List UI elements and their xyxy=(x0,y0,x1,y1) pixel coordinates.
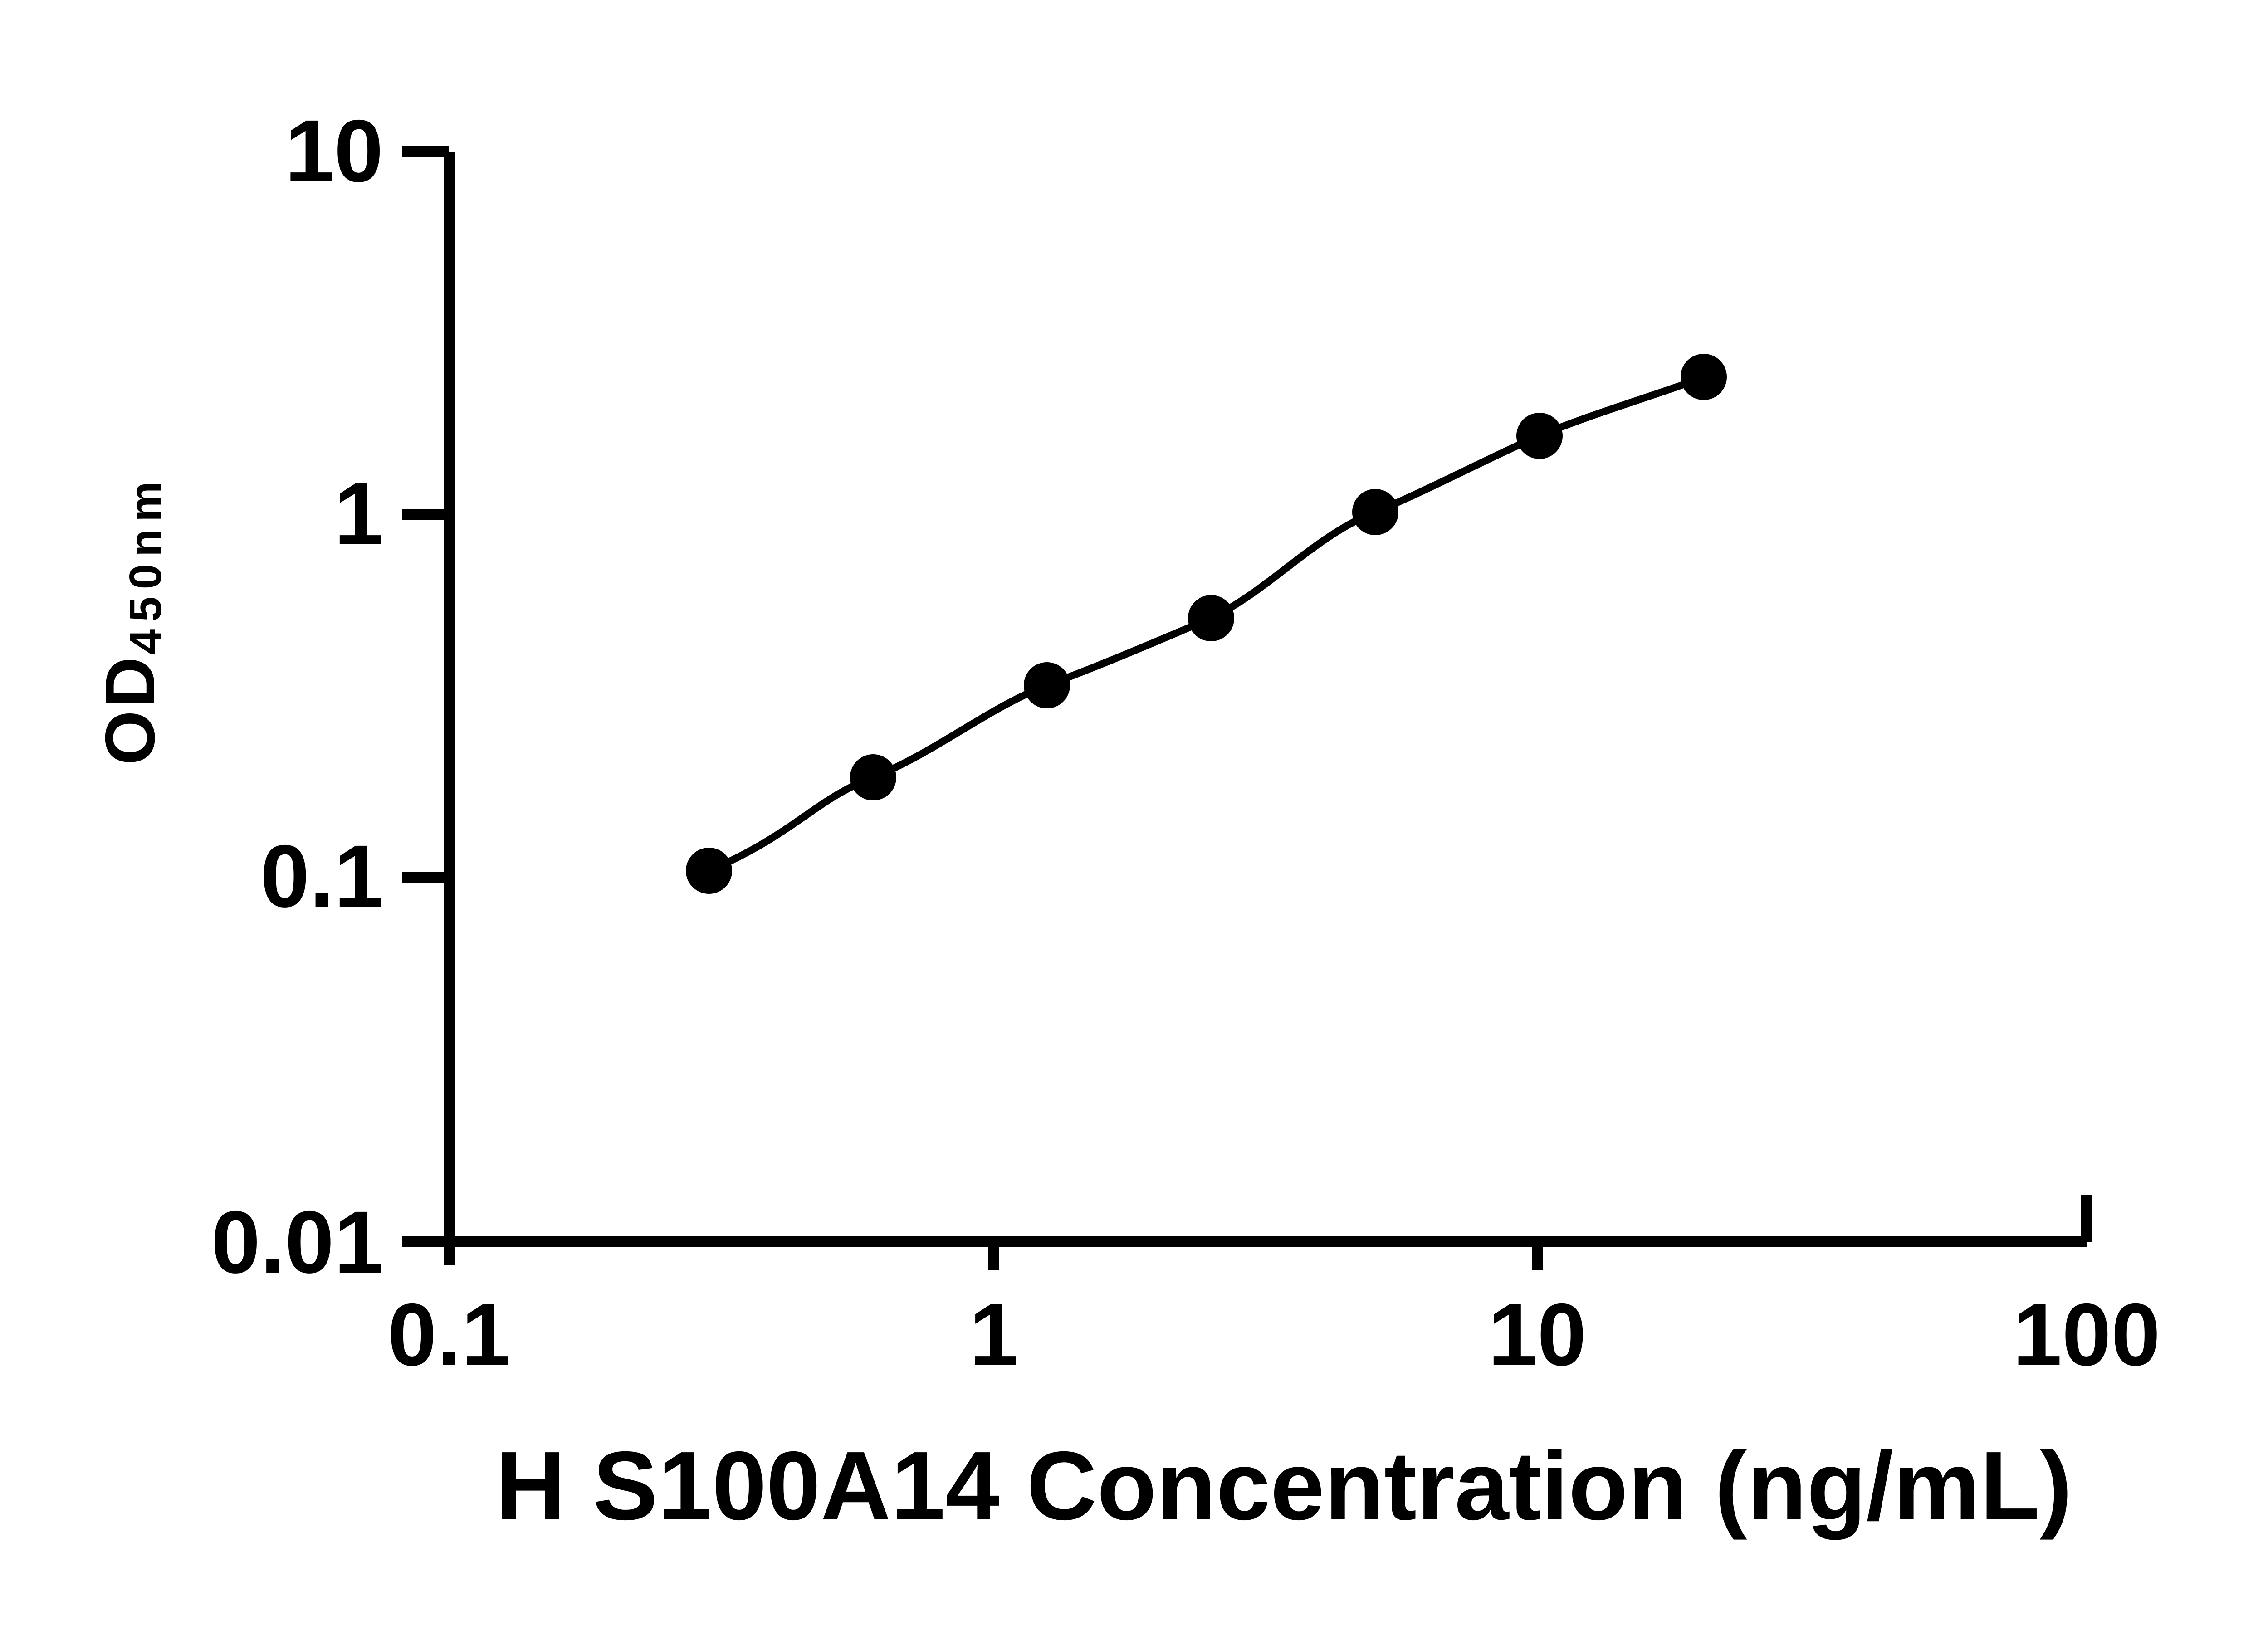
svg-text:0.01: 0.01 xyxy=(211,1193,383,1292)
svg-text:OD450nm: OD450nm xyxy=(91,474,171,765)
svg-text:100: 100 xyxy=(2013,1285,2160,1384)
svg-text:0.1: 0.1 xyxy=(387,1285,510,1384)
svg-text:10: 10 xyxy=(1488,1285,1587,1384)
svg-text:H S100A14 Concentration (ng/mL: H S100A14 Concentration (ng/mL) xyxy=(495,1431,2072,1540)
svg-text:0.1: 0.1 xyxy=(260,827,383,926)
svg-text:10: 10 xyxy=(285,102,383,200)
svg-text:1: 1 xyxy=(334,464,383,563)
svg-text:1: 1 xyxy=(969,1285,1018,1384)
